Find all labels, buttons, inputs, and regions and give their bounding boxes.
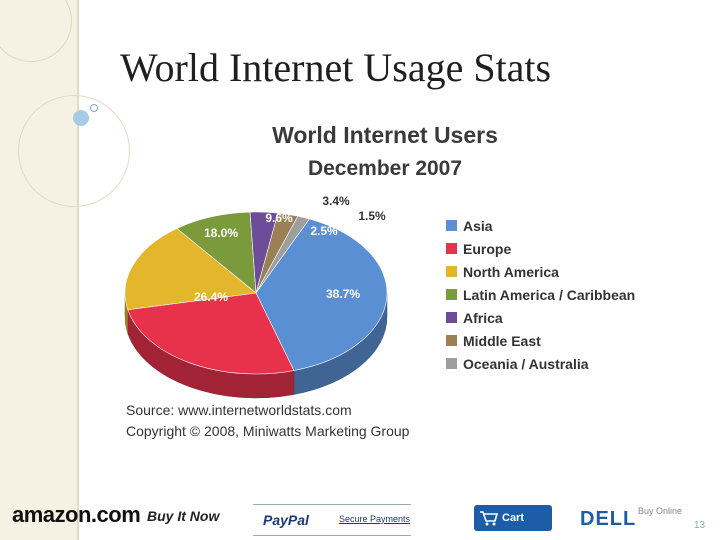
secure-payments-link[interactable]: Secure Payments [339, 514, 411, 524]
chart-legend: Asia Europe North America Latin America / C… [446, 214, 635, 375]
paypal-banner[interactable]: PayPal Secure Payments [253, 504, 411, 536]
legend-label: Oceania / Australia [463, 355, 589, 372]
legend-label: North America [463, 263, 559, 280]
amazon-logo[interactable]: amazon.com [12, 502, 141, 527]
chart-source: Source: www.internetworldstats.com Copyr… [126, 400, 409, 442]
cart-icon [480, 511, 499, 526]
legend-item-asia: Asia [446, 214, 635, 237]
footer-bar: amazon.com Buy It Now PayPal Secure Paym… [0, 498, 720, 540]
pie-slice-oceania-australia [255, 215, 310, 294]
copyright-line: Copyright © 2008, Miniwatts Marketing Gr… [126, 423, 410, 439]
buy-online-text: Buy Online [638, 506, 683, 516]
data-label-latin-america-caribbean: 9.6% [265, 211, 293, 225]
legend-label: Latin America / Caribbean [463, 286, 636, 303]
legend-swatch [446, 335, 457, 346]
buy-it-now-logo[interactable]: Buy It Now [147, 508, 220, 524]
slide-left-divider [77, 0, 79, 540]
legend-label: Asia [463, 217, 493, 234]
legend-label: Africa [463, 309, 503, 326]
decor-bubble-small [90, 104, 98, 112]
data-label-asia: 38.7% [326, 287, 360, 301]
data-label-africa: 3.4% [322, 194, 350, 208]
legend-swatch [446, 243, 457, 254]
slide-left-band [0, 0, 77, 540]
dell-logo[interactable]: DELL [580, 508, 637, 530]
legend-item-oceania-australia: Oceania / Australia [446, 352, 635, 375]
data-label-oceania-australia: 1.5% [358, 209, 386, 223]
data-label-europe: 26.4% [194, 290, 228, 304]
paypal-logo: PayPal [263, 512, 309, 528]
cart-button[interactable]: Cart [474, 505, 552, 531]
legend-swatch [446, 266, 457, 277]
pie-slice-latin-america-caribbean [176, 211, 257, 294]
cart-label: Cart [502, 512, 525, 524]
legend-label: Europe [463, 240, 512, 257]
legend-swatch [446, 289, 457, 300]
legend-item-latin-america-caribbean: Latin America / Caribbean [446, 283, 635, 306]
data-label-middle-east: 2.5% [310, 224, 338, 238]
legend-swatch [446, 312, 457, 323]
chart-title: World Internet Users [272, 122, 498, 148]
legend-swatch [446, 220, 457, 231]
slide-title: World Internet Usage Stats [120, 45, 552, 90]
decor-circle-ring [18, 95, 130, 207]
pie-slice-europe [127, 292, 295, 375]
chart-subtitle: December 2007 [307, 157, 463, 180]
pie-slice-north-america [124, 228, 257, 310]
legend-item-north-america: North America [446, 260, 635, 283]
pie-slice-asia [255, 218, 388, 371]
legend-item-africa: Africa [446, 306, 635, 329]
page-number: 13 [694, 520, 706, 531]
legend-item-europe: Europe [446, 237, 635, 260]
legend-item-middle-east: Middle East [446, 329, 635, 352]
decor-bubble-large [73, 110, 89, 126]
source-line: Source: www.internetworldstats.com [126, 402, 352, 418]
legend-swatch [446, 358, 457, 369]
data-label-north-america: 18.0% [204, 226, 238, 240]
legend-label: Middle East [463, 332, 541, 349]
